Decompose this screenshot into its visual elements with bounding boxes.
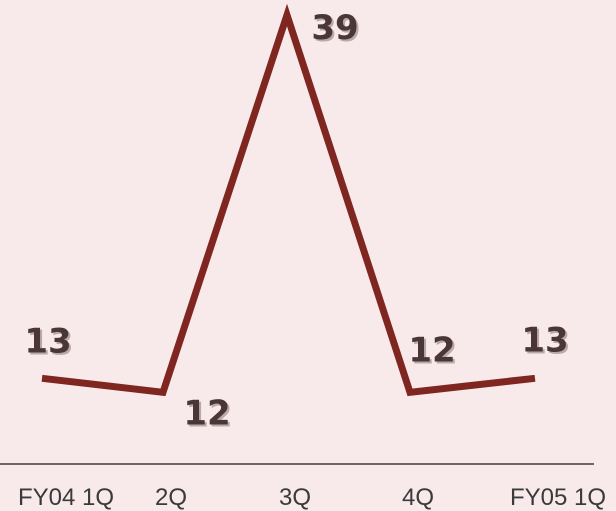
x-tick-label: FY05 1Q	[510, 484, 606, 511]
data-label-shadow: 13	[26, 323, 73, 363]
data-label: 39	[311, 8, 358, 48]
series-line	[41, 3, 536, 397]
data-label: 12	[408, 330, 455, 370]
data-label-shadow: 12	[185, 395, 232, 435]
data-label-shadow: 13	[523, 322, 570, 362]
data-label-shadow: 39	[313, 10, 360, 50]
x-tick-label: FY04 1Q	[18, 484, 114, 511]
x-tick-label: 4Q	[402, 484, 434, 511]
data-label: 12	[183, 393, 230, 433]
data-label: 13	[521, 320, 568, 360]
data-label-shadow: 12	[410, 332, 457, 372]
x-tick-label: 2Q	[155, 484, 187, 511]
x-tick-label: 3Q	[279, 484, 311, 511]
data-label: 13	[24, 321, 71, 361]
x-tick-labels: FY04 1Q 2Q 3Q 4Q FY05 1Q	[18, 484, 606, 511]
